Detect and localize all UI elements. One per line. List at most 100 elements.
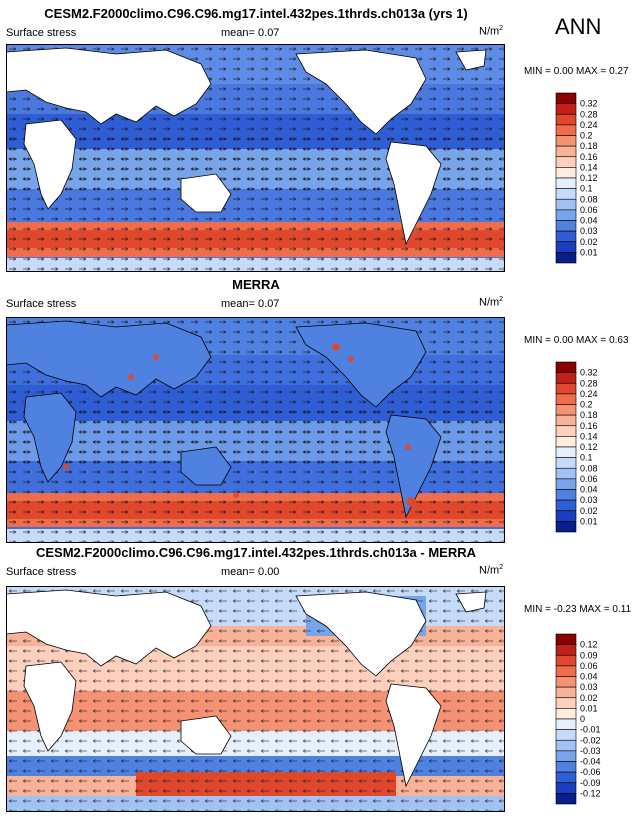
colorbar-label: 0.09 [580,650,598,660]
colorbar-box [555,230,577,243]
colorbar-label: 0.32 [580,368,598,378]
colorbar-label: 0.2 [580,131,593,141]
panel-3-min-value: -0.23 [553,604,577,615]
panel-2-minmax: MIN = 0.00 MAX = 0.63 [524,335,629,346]
panel-3-south-america [385,683,442,788]
panel-2-variable: Surface stress [6,298,77,310]
panel-2-continents [6,320,442,519]
colorbar-box [555,633,577,645]
colorbar-box [555,135,577,147]
colorbar-label: 0.03 [580,495,598,505]
colorbar-box [555,425,577,437]
panel-2-max-label: MAX = [575,335,607,346]
colorbar-label: -0.02 [580,735,601,745]
colorbar-box [555,782,577,794]
colorbar-box [555,708,577,720]
panel-1-units-exp: 2 [499,25,504,32]
season-label: ANN [555,14,602,39]
colorbar-label: 0.2 [580,400,593,410]
panel-2-terrain-highlights [63,343,416,507]
colorbar-label: 0.28 [580,378,598,388]
colorbar-label: 0.12 [580,173,598,183]
panel-1-africa [23,119,77,210]
colorbar-box [555,252,577,264]
panel-1-max-value: 0.27 [609,66,629,77]
colorbar-label: 0.16 [580,421,598,431]
colorbar-label: -0.01 [580,725,601,735]
panel-2-map [6,317,505,543]
panel-1-map [6,44,505,272]
colorbar-box [555,382,577,395]
panel-1-min-label: MIN = [524,66,551,77]
panel-2-north-america [295,322,427,408]
colorbar-box [555,457,577,469]
colorbar-box [555,446,577,458]
panel-2-mean-label: mean= [221,298,255,310]
colorbar-label: 0.12 [580,442,598,452]
panel-3-eurasia [6,589,212,667]
panel-3-mean: mean= 0.00 [221,566,279,578]
panel-1-units-base: N/m [479,25,500,38]
panel-3-australia [180,715,232,755]
panel-3-min-label: MIN = [524,604,551,615]
colorbar-box [555,113,577,126]
panel-2-map-frame [6,317,505,543]
colorbar-label: 0 [580,714,585,724]
colorbar-label: -0.12 [580,788,601,798]
colorbar-label: 0.02 [580,237,598,247]
panel-1-north-america [295,49,427,135]
colorbar-box [555,177,577,189]
panel-3-max-value: 0.11 [612,604,632,615]
colorbar-label: 0.02 [580,693,598,703]
panel-1-greenland [455,49,487,71]
colorbar-box [555,478,577,490]
colorbar-box [555,521,577,533]
panel-3-greenland [455,591,487,613]
colorbar-box [555,393,577,405]
panel-3-units-base: N/m [479,564,500,577]
panel-1-variable: Surface stress [6,27,77,39]
panel-2-units-exp: 2 [499,296,504,303]
panel-2-min-value: 0.00 [553,335,574,346]
panel-3-units-exp: 2 [499,564,504,571]
colorbar-box [555,510,577,522]
colorbar-label: 0.06 [580,661,598,671]
colorbar-label: -0.06 [580,767,601,777]
colorbar-label: 0.08 [580,194,598,204]
colorbar-box [555,793,577,805]
colorbar-box [555,676,577,688]
colorbar-label: -0.04 [580,757,601,767]
colorbar-label: -0.09 [580,778,601,788]
panel-1-map-frame [6,44,505,272]
colorbar-box [555,654,577,667]
colorbar-box [555,499,577,512]
colorbar-box [555,697,577,709]
colorbar-label: 0.03 [580,682,598,692]
panel-1-min-value: 0.00 [553,66,574,77]
colorbar-box [555,750,577,762]
colorbar-label: 0.01 [580,516,598,526]
colorbar-box [555,198,577,211]
panel-1-south-america [385,141,442,246]
colorbar-box [555,414,577,427]
panel-3-mean-value: 0.00 [258,566,280,578]
panel-1-minmax: MIN = 0.00 MAX = 0.27 [524,66,629,77]
colorbar-box [555,209,577,221]
panel-2-colorbar: 0.320.280.240.20.180.160.140.120.10.080.… [555,361,598,533]
colorbar-label: 0.1 [580,184,593,194]
colorbar-box [555,686,577,699]
colorbar-box [555,103,577,115]
panel-3-max-label: MAX = [579,604,610,615]
panel-3-title: CESM2.F2000climo.C96.C96.mg17.intel.432p… [35,545,476,560]
colorbar-box [555,167,577,179]
colorbar-box [555,467,577,480]
panel-1-mean: mean= 0.07 [221,27,279,39]
colorbar-box [555,739,577,752]
colorbar-box [555,188,577,200]
colorbar-box [555,124,577,136]
panel-3-mean-label: mean= [221,566,255,578]
panel-3-north-america [295,591,427,677]
colorbar-box [555,761,577,773]
colorbar-label: 0.16 [580,152,598,162]
colorbar-label: -0.03 [580,746,601,756]
